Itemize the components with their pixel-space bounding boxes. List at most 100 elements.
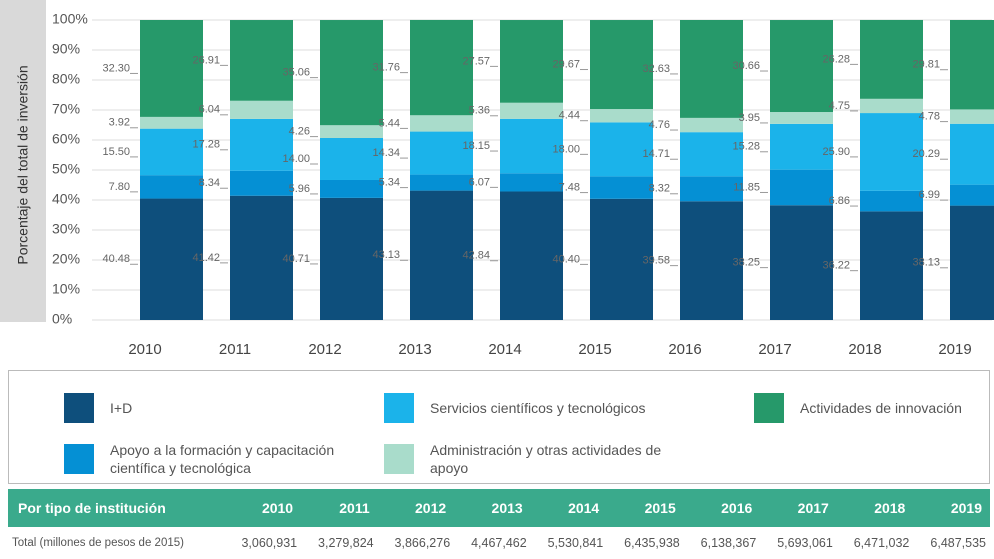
bar-segment	[500, 102, 563, 119]
bar-segment	[680, 20, 743, 118]
legend-label: Apoyo a la formación y capacitación cien…	[110, 442, 335, 476]
table-cell: 6,471,032	[853, 536, 910, 550]
data-label: 18.15	[462, 140, 490, 152]
header-cell: 2010	[224, 489, 302, 527]
x-tick-label: 2017	[758, 341, 791, 358]
bar-segment	[680, 132, 743, 177]
data-label: 26.91	[192, 54, 220, 66]
table-cell: 6,138,367	[700, 536, 757, 550]
y-tick-label: 10%	[52, 281, 80, 297]
table-cell: Total (millones de pesos de 2015)	[12, 537, 184, 549]
data-label: 5.36	[469, 105, 490, 117]
data-label: 35.06	[282, 67, 310, 79]
x-tick-label: 2010	[128, 341, 161, 358]
bar-segment	[770, 205, 833, 320]
table-cell: 4,467,462	[471, 536, 527, 550]
table-cell: 3,279,824	[318, 536, 374, 550]
data-label: 39.58	[642, 255, 670, 267]
y-tick-label: 80%	[52, 71, 80, 87]
y-tick-label: 60%	[52, 131, 80, 147]
legend-label: Servicios científicos y tecnológicos	[430, 400, 646, 416]
bar-segment	[860, 211, 923, 320]
bar-segment	[680, 176, 743, 202]
bar-segment	[860, 113, 923, 191]
data-label: 26.28	[822, 53, 850, 65]
y-tick-label: 90%	[52, 41, 80, 57]
data-label: 36.22	[822, 260, 850, 272]
bar-segment	[410, 174, 473, 191]
data-label: 3.95	[739, 112, 760, 124]
bar-segment	[770, 112, 833, 124]
data-label: 5.96	[289, 183, 310, 195]
bar-segment	[860, 190, 923, 212]
y-axis-label: Porcentaje del total de inversión	[15, 65, 31, 264]
chart: Porcentaje del total de inversión 0% 10% 2…	[0, 0, 994, 358]
data-label: 14.34	[372, 147, 400, 159]
y-label-bg	[0, 0, 46, 322]
x-tick-label: 2014	[488, 341, 521, 358]
legend-label: Actividades de innovación	[800, 400, 962, 416]
data-label: 3.92	[109, 117, 130, 129]
bar-segment	[860, 19, 923, 99]
data-label: 6.04	[199, 104, 220, 116]
legend-item: Administración y otras actividades de ap…	[384, 441, 680, 477]
data-label: 6.07	[469, 176, 490, 188]
data-label: 40.48	[102, 253, 130, 265]
y-tick-label: 100%	[52, 11, 88, 27]
bar-segment	[590, 198, 653, 320]
data-label: 14.00	[282, 153, 310, 165]
bar-segment	[500, 20, 563, 103]
legend-item: Servicios científicos y tecnológicos	[384, 393, 646, 423]
data-label: 6.86	[829, 195, 850, 207]
table-cell: 3,866,276	[394, 536, 451, 550]
bar-segment	[320, 20, 383, 126]
data-label: 7.48	[559, 181, 580, 193]
x-tick-label: 2019	[938, 341, 971, 358]
legend-swatch	[384, 393, 414, 423]
bar-segment	[410, 19, 473, 116]
data-label: 7.80	[109, 181, 130, 193]
data-label: 8.32	[649, 183, 670, 195]
x-tick-label: 2011	[219, 341, 251, 358]
data-label: 4.75	[829, 100, 850, 112]
table-row: Total (millones de pesos de 2015) 3,060,9…	[8, 527, 990, 559]
bar-segment	[230, 20, 293, 101]
data-label: 4.26	[289, 126, 310, 138]
data-label: 41.42	[192, 252, 220, 264]
bar-segment	[590, 109, 653, 123]
bar-segment	[500, 118, 563, 174]
y-tick-label: 20%	[52, 251, 80, 267]
legend-swatch	[384, 444, 414, 474]
data-label: 42.84	[462, 250, 490, 262]
bar-segment	[230, 170, 293, 196]
data-label: 5.44	[379, 117, 400, 129]
legend-item: Actividades de innovación	[754, 393, 962, 423]
bar-segment	[770, 123, 833, 170]
y-tick-label: 50%	[52, 161, 80, 177]
legend-label: I+D	[110, 400, 133, 416]
bar-segment	[680, 201, 743, 320]
bar-segment	[590, 122, 653, 177]
data-label: 38.13	[912, 257, 940, 269]
bar-segment	[950, 109, 994, 124]
bar-segment	[410, 190, 473, 320]
header-cell: 2019	[913, 489, 990, 527]
y-tick-label: 0%	[52, 311, 72, 327]
bar-segment	[500, 173, 563, 192]
header-cell: 2012	[377, 489, 455, 527]
bar-segment	[950, 20, 994, 110]
data-label: 8.34	[199, 177, 220, 189]
bar-segment	[140, 175, 203, 199]
data-label: 11.85	[733, 181, 760, 193]
bar-segment	[320, 125, 383, 138]
data-label: 27.57	[462, 55, 490, 67]
legend: I+D Apoyo a la formación y capacitación c…	[8, 370, 990, 484]
bar-segment	[950, 184, 994, 206]
bar-segment	[140, 198, 203, 320]
x-tick-label: 2013	[398, 341, 431, 358]
data-label: 31.76	[372, 62, 400, 74]
bar-segment	[410, 115, 473, 132]
header-cell: 2015	[607, 489, 684, 527]
data-label: 15.28	[732, 141, 760, 153]
x-tick-label: 2015	[578, 341, 611, 358]
